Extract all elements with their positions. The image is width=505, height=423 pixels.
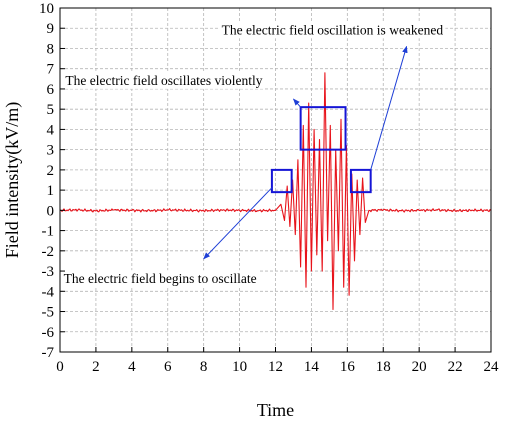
series-line-group <box>59 72 492 311</box>
annotation-arrow-2 <box>203 187 273 260</box>
x-tick-label: 24 <box>484 359 500 375</box>
y-tick-label: 5 <box>47 102 55 118</box>
annotation-boxes <box>270 106 372 194</box>
y-tick-label: -6 <box>42 325 55 341</box>
x-tick-label: 18 <box>376 359 391 375</box>
series-line-0 <box>59 72 492 311</box>
y-tick-label: 7 <box>47 62 55 78</box>
x-tick-label: 12 <box>268 359 283 375</box>
y-tick-label: 10 <box>39 1 54 17</box>
annotation-text-group: The electric field oscillation is weaken… <box>61 21 446 288</box>
annotation-arrows <box>203 45 408 260</box>
y-tick-label: 2 <box>47 163 55 179</box>
y-tick-label: 3 <box>47 143 55 159</box>
x-tick-label: 16 <box>340 359 356 375</box>
y-tick-label: 9 <box>47 21 55 37</box>
x-tick-label: 2 <box>92 359 100 375</box>
x-tick-label: 8 <box>200 359 208 375</box>
y-tick-label: 6 <box>47 82 55 98</box>
annotation-text-0: The electric field oscillation is weaken… <box>222 22 444 37</box>
y-axis-label: Field intensity(kV/m) <box>2 102 23 259</box>
x-tick-label: 10 <box>232 359 247 375</box>
annotation-text-bg-1 <box>63 71 265 89</box>
annotation-text-1: The electric field oscillates violently <box>65 73 262 88</box>
annotation-text-bg-0 <box>219 21 446 39</box>
annotation-text-bg-2 <box>61 270 259 288</box>
annotation-arrow-1 <box>292 98 302 108</box>
annotation-arrow-0 <box>370 45 408 171</box>
annotation-box-2 <box>270 168 293 194</box>
x-tick-label: 20 <box>412 359 427 375</box>
x-tick-label: 4 <box>128 359 136 375</box>
annotation-box-1 <box>299 106 347 151</box>
y-tick-label: 1 <box>47 183 55 199</box>
y-tick-label: -1 <box>42 224 55 240</box>
x-axis-label: Time <box>257 400 294 420</box>
y-tick-label: 4 <box>47 122 55 138</box>
annotation-text-2: The electric field begins to oscillate <box>64 271 257 286</box>
y-axis-ticks: -7 -6 -5 -4 -3 -2 -1 0 1 2 3 4 5 6 7 8 9 10 <box>39 1 65 361</box>
y-tick-label: -2 <box>42 244 55 260</box>
y-tick-label: 0 <box>47 203 55 219</box>
y-tick-label: -3 <box>42 264 55 280</box>
x-tick-label: 14 <box>304 359 320 375</box>
x-tick-label: 6 <box>164 359 172 375</box>
x-tick-label: 22 <box>448 359 463 375</box>
y-tick-label: -7 <box>42 345 55 361</box>
y-tick-label: -4 <box>42 284 55 300</box>
annotation-box-0 <box>349 168 372 194</box>
x-axis-ticks: 0 2 4 6 8 10 12 14 16 18 20 22 24 <box>56 347 499 375</box>
y-tick-label: -5 <box>42 305 55 321</box>
x-tick-label: 0 <box>56 359 64 375</box>
y-tick-label: 8 <box>47 41 55 57</box>
